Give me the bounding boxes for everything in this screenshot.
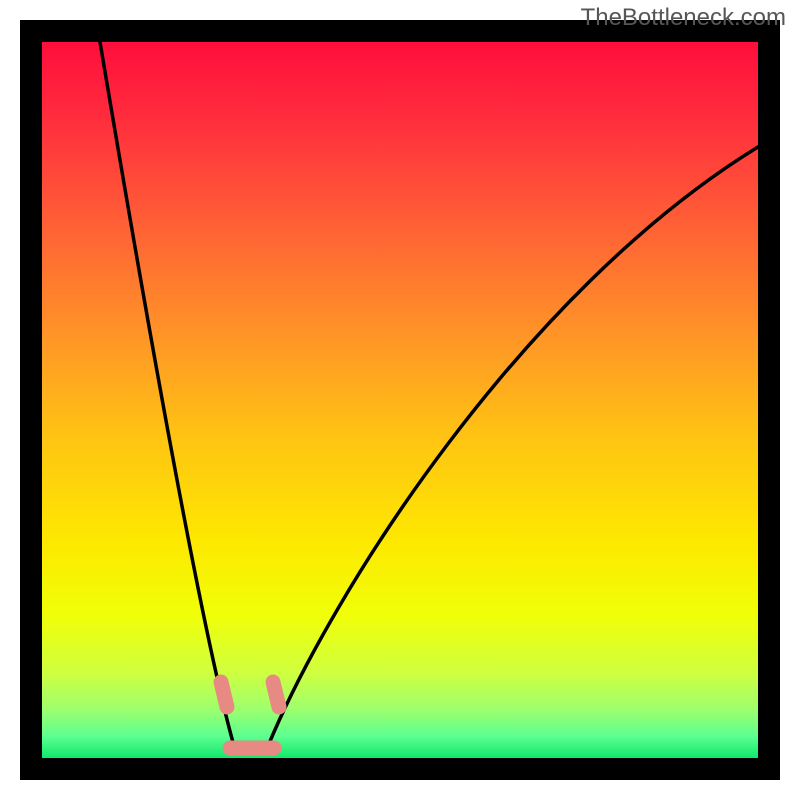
bottleneck-chart xyxy=(42,42,758,758)
watermark-text: TheBottleneck.com xyxy=(581,4,786,32)
chart-outer-frame xyxy=(20,20,780,780)
data-marker xyxy=(273,682,279,707)
chart-plot-area xyxy=(42,42,758,758)
chart-gradient-background xyxy=(42,42,758,758)
data-marker xyxy=(221,682,227,707)
